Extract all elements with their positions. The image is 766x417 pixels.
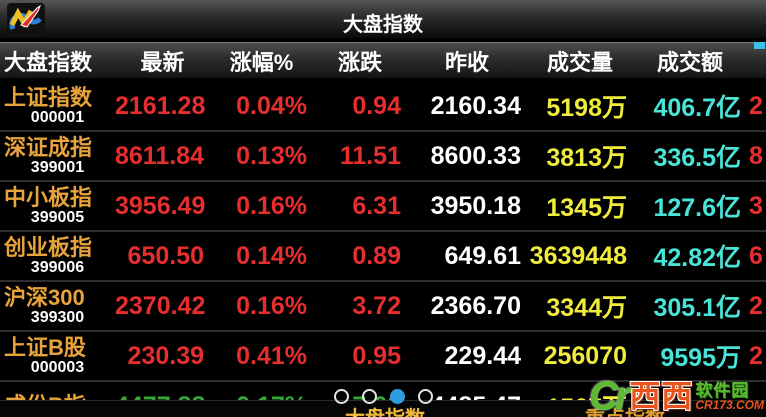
scroll-indicator bbox=[754, 42, 765, 49]
index-name-cell: 上证指数 000001 bbox=[0, 84, 115, 127]
latest-value: 2161.28 bbox=[115, 91, 206, 120]
tab-market-index[interactable]: 大盘指数 bbox=[345, 402, 425, 417]
latest-value: 3956.49 bbox=[115, 191, 206, 220]
volume: 256070 bbox=[543, 341, 627, 370]
index-name: 中小板指 bbox=[4, 184, 93, 210]
volume: 1345万 bbox=[546, 194, 627, 222]
clipped-next-column: 2 bbox=[749, 91, 763, 120]
volume: 3813万 bbox=[546, 144, 627, 172]
change-value: 0.89 bbox=[352, 241, 401, 270]
index-code: 399005 bbox=[30, 208, 85, 226]
page-dot bbox=[333, 389, 349, 404]
page-indicator bbox=[0, 389, 766, 405]
page-dot-active bbox=[389, 389, 405, 404]
index-name: 创业板指 bbox=[4, 234, 93, 260]
watermark-site-name: 西西 bbox=[629, 378, 694, 414]
index-code: 399300 bbox=[30, 308, 85, 326]
clipped-next-column: 3 bbox=[749, 191, 763, 220]
latest-value: 2370.42 bbox=[115, 291, 206, 320]
index-code: 000001 bbox=[30, 108, 85, 126]
prev-close: 3950.18 bbox=[430, 191, 521, 220]
index-name: 沪深300 bbox=[4, 284, 85, 310]
col-header-prev: 昨收 bbox=[444, 49, 489, 75]
index-name-cell: 创业板指 399006 bbox=[0, 234, 115, 277]
tab-key-index[interactable]: 重点指数 bbox=[585, 402, 665, 417]
change-percent: 0.13% bbox=[236, 141, 307, 170]
index-code: 399006 bbox=[30, 258, 85, 276]
turnover: 336.5亿 bbox=[653, 144, 741, 172]
index-name-cell: 中小板指 399005 bbox=[0, 184, 115, 227]
table-row[interactable]: 沪深300 399300 2370.42 0.16% 3.72 2366.70 3344万 3… bbox=[0, 282, 766, 332]
index-name-cell: 沪深300 399300 bbox=[0, 284, 115, 327]
table-row[interactable]: 上证指数 000001 2161.28 0.04% 0.94 2160.34 5198万 40… bbox=[0, 82, 766, 132]
table-row[interactable]: 深证成指 399001 8611.84 0.13% 11.51 8600.33 3813万 3… bbox=[0, 132, 766, 182]
change-percent: 0.41% bbox=[236, 341, 307, 370]
turnover: 42.82亿 bbox=[653, 244, 741, 272]
clipped-next-column: 8 bbox=[749, 141, 763, 170]
page-dot bbox=[361, 389, 377, 404]
table-row[interactable]: 上证B股 000003 230.39 0.41% 0.95 229.44 256070 959… bbox=[0, 332, 766, 382]
change-percent: 0.14% bbox=[236, 241, 307, 270]
col-header-change: 涨跌 bbox=[337, 49, 382, 75]
bottom-tab-bar: 大盘指数 重点指数 bbox=[0, 400, 766, 417]
table-row[interactable]: 创业板指 399006 650.50 0.14% 0.89 649.61 3639448 42… bbox=[0, 232, 766, 282]
turnover: 9595万 bbox=[660, 344, 741, 372]
index-table-body: 上证指数 000001 2161.28 0.04% 0.94 2160.34 5198万 40… bbox=[0, 82, 766, 417]
prev-close: 8600.33 bbox=[430, 141, 521, 170]
index-name-cell: 上证B股 000003 bbox=[0, 334, 115, 377]
change-value: 6.31 bbox=[352, 191, 401, 220]
index-code: 399001 bbox=[30, 158, 85, 176]
clipped-next-column: 2 bbox=[749, 341, 763, 370]
index-name: 上证B股 bbox=[4, 334, 86, 360]
volume: 5198万 bbox=[546, 94, 627, 122]
change-value: 11.51 bbox=[339, 141, 401, 170]
col-header-index: 大盘指数 bbox=[4, 49, 93, 75]
prev-close: 2160.34 bbox=[430, 91, 521, 120]
index-code: 000003 bbox=[30, 358, 85, 376]
change-percent: 0.16% bbox=[236, 291, 307, 320]
watermark-suffix: 软件园 bbox=[695, 380, 750, 400]
change-value: 3.72 bbox=[352, 291, 401, 320]
index-name: 上证指数 bbox=[4, 84, 93, 110]
page-title: 大盘指数 bbox=[343, 14, 423, 36]
page-dot bbox=[417, 389, 433, 404]
prev-close: 649.61 bbox=[444, 241, 521, 270]
table-row[interactable]: 中小板指 399005 3956.49 0.16% 6.31 3950.18 1345万 12… bbox=[0, 182, 766, 232]
watermark-cr-icon: Cr bbox=[588, 374, 630, 417]
prev-close: 2366.70 bbox=[430, 291, 521, 320]
index-name: 深证成指 bbox=[4, 134, 93, 160]
app-logo-icon bbox=[7, 3, 45, 37]
clipped-next-column: 6 bbox=[749, 241, 763, 270]
turnover: 305.1亿 bbox=[653, 294, 741, 322]
turnover: 406.7亿 bbox=[653, 94, 741, 122]
watermark-logo: Cr 西西 软件园 CR173.COM bbox=[589, 376, 764, 416]
table-header: 大盘指数 最新 涨幅% 涨跌 昨收 成交量 成交额 bbox=[0, 42, 766, 80]
clipped-next-column: 2 bbox=[749, 291, 763, 320]
col-header-latest: 最新 bbox=[140, 49, 185, 75]
change-value: 0.95 bbox=[352, 341, 401, 370]
change-percent: 0.04% bbox=[236, 91, 307, 120]
titlebar: 大盘指数 bbox=[0, 0, 766, 40]
col-header-volume: 成交量 bbox=[546, 49, 613, 75]
latest-value: 650.50 bbox=[127, 241, 204, 270]
prev-close: 229.44 bbox=[444, 341, 521, 370]
col-header-pct: 涨幅% bbox=[229, 49, 294, 75]
change-value: 0.94 bbox=[352, 91, 401, 120]
index-name-cell: 深证成指 399001 bbox=[0, 134, 115, 177]
volume: 3344万 bbox=[546, 294, 627, 322]
col-header-amount: 成交额 bbox=[656, 49, 723, 75]
latest-value: 230.39 bbox=[127, 341, 204, 370]
change-percent: 0.16% bbox=[236, 191, 307, 220]
volume: 3639448 bbox=[529, 241, 627, 270]
watermark-url: CR173.COM bbox=[695, 397, 764, 412]
latest-value: 8611.84 bbox=[115, 141, 204, 170]
turnover: 127.6亿 bbox=[653, 194, 741, 222]
